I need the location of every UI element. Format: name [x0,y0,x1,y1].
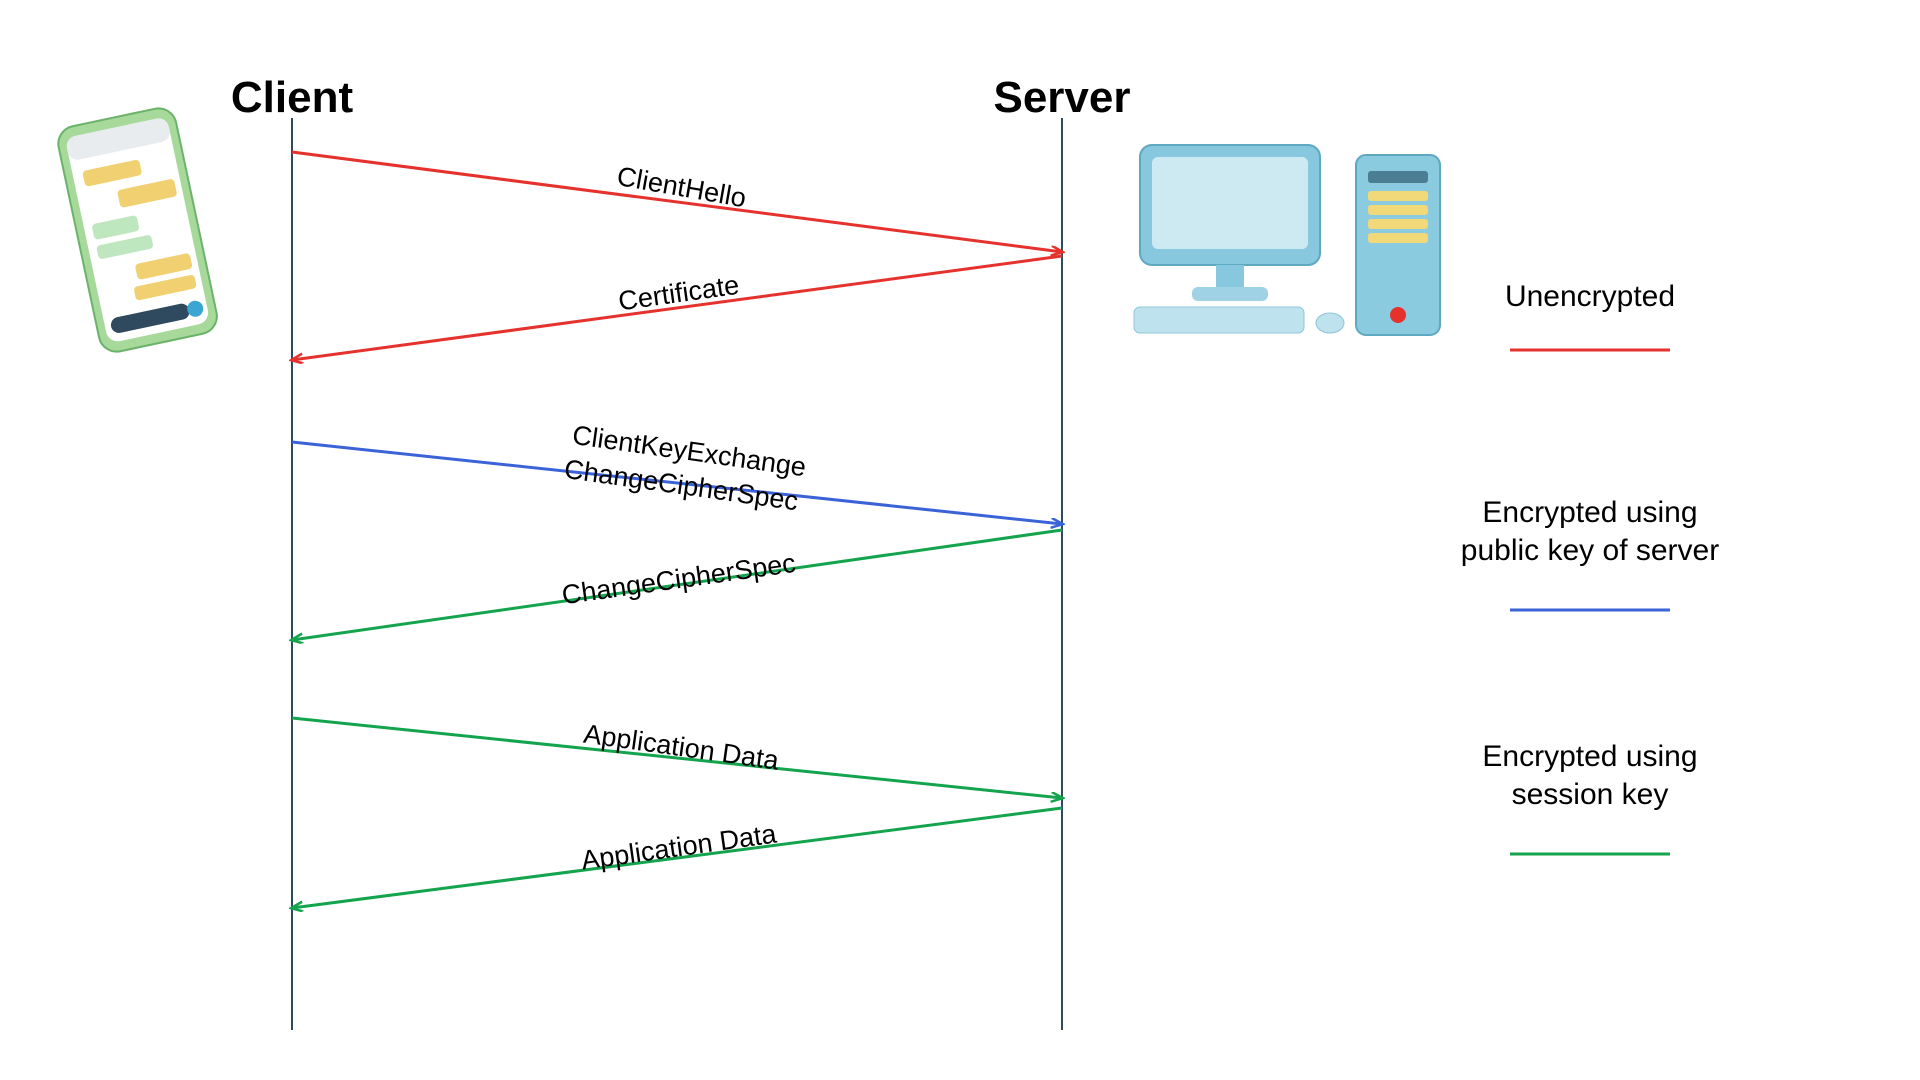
message-label: Application Data [582,719,782,776]
legend-label: Encrypted using [1482,496,1697,529]
legend-label: Encrypted using [1482,740,1697,773]
legend-label: Unencrypted [1505,280,1675,313]
message-label: Certificate [616,270,741,317]
message-arrow [292,152,1062,252]
message-label: Application Data [579,818,779,875]
legend-label: session key [1512,778,1669,811]
client-device-icon [55,105,220,355]
client-heading: Client [231,73,354,122]
legend: Unencrypted Encrypted using public key of … [1461,280,1719,854]
message-label: ClientHello [615,161,749,213]
server-device-icon [1134,145,1440,335]
messages-group: ClientHelloCertificateClientKeyExchangeC… [292,152,1062,908]
message-label: ChangeCipherSpec [560,548,798,611]
server-heading: Server [993,73,1130,122]
legend-label: public key of server [1461,534,1719,567]
